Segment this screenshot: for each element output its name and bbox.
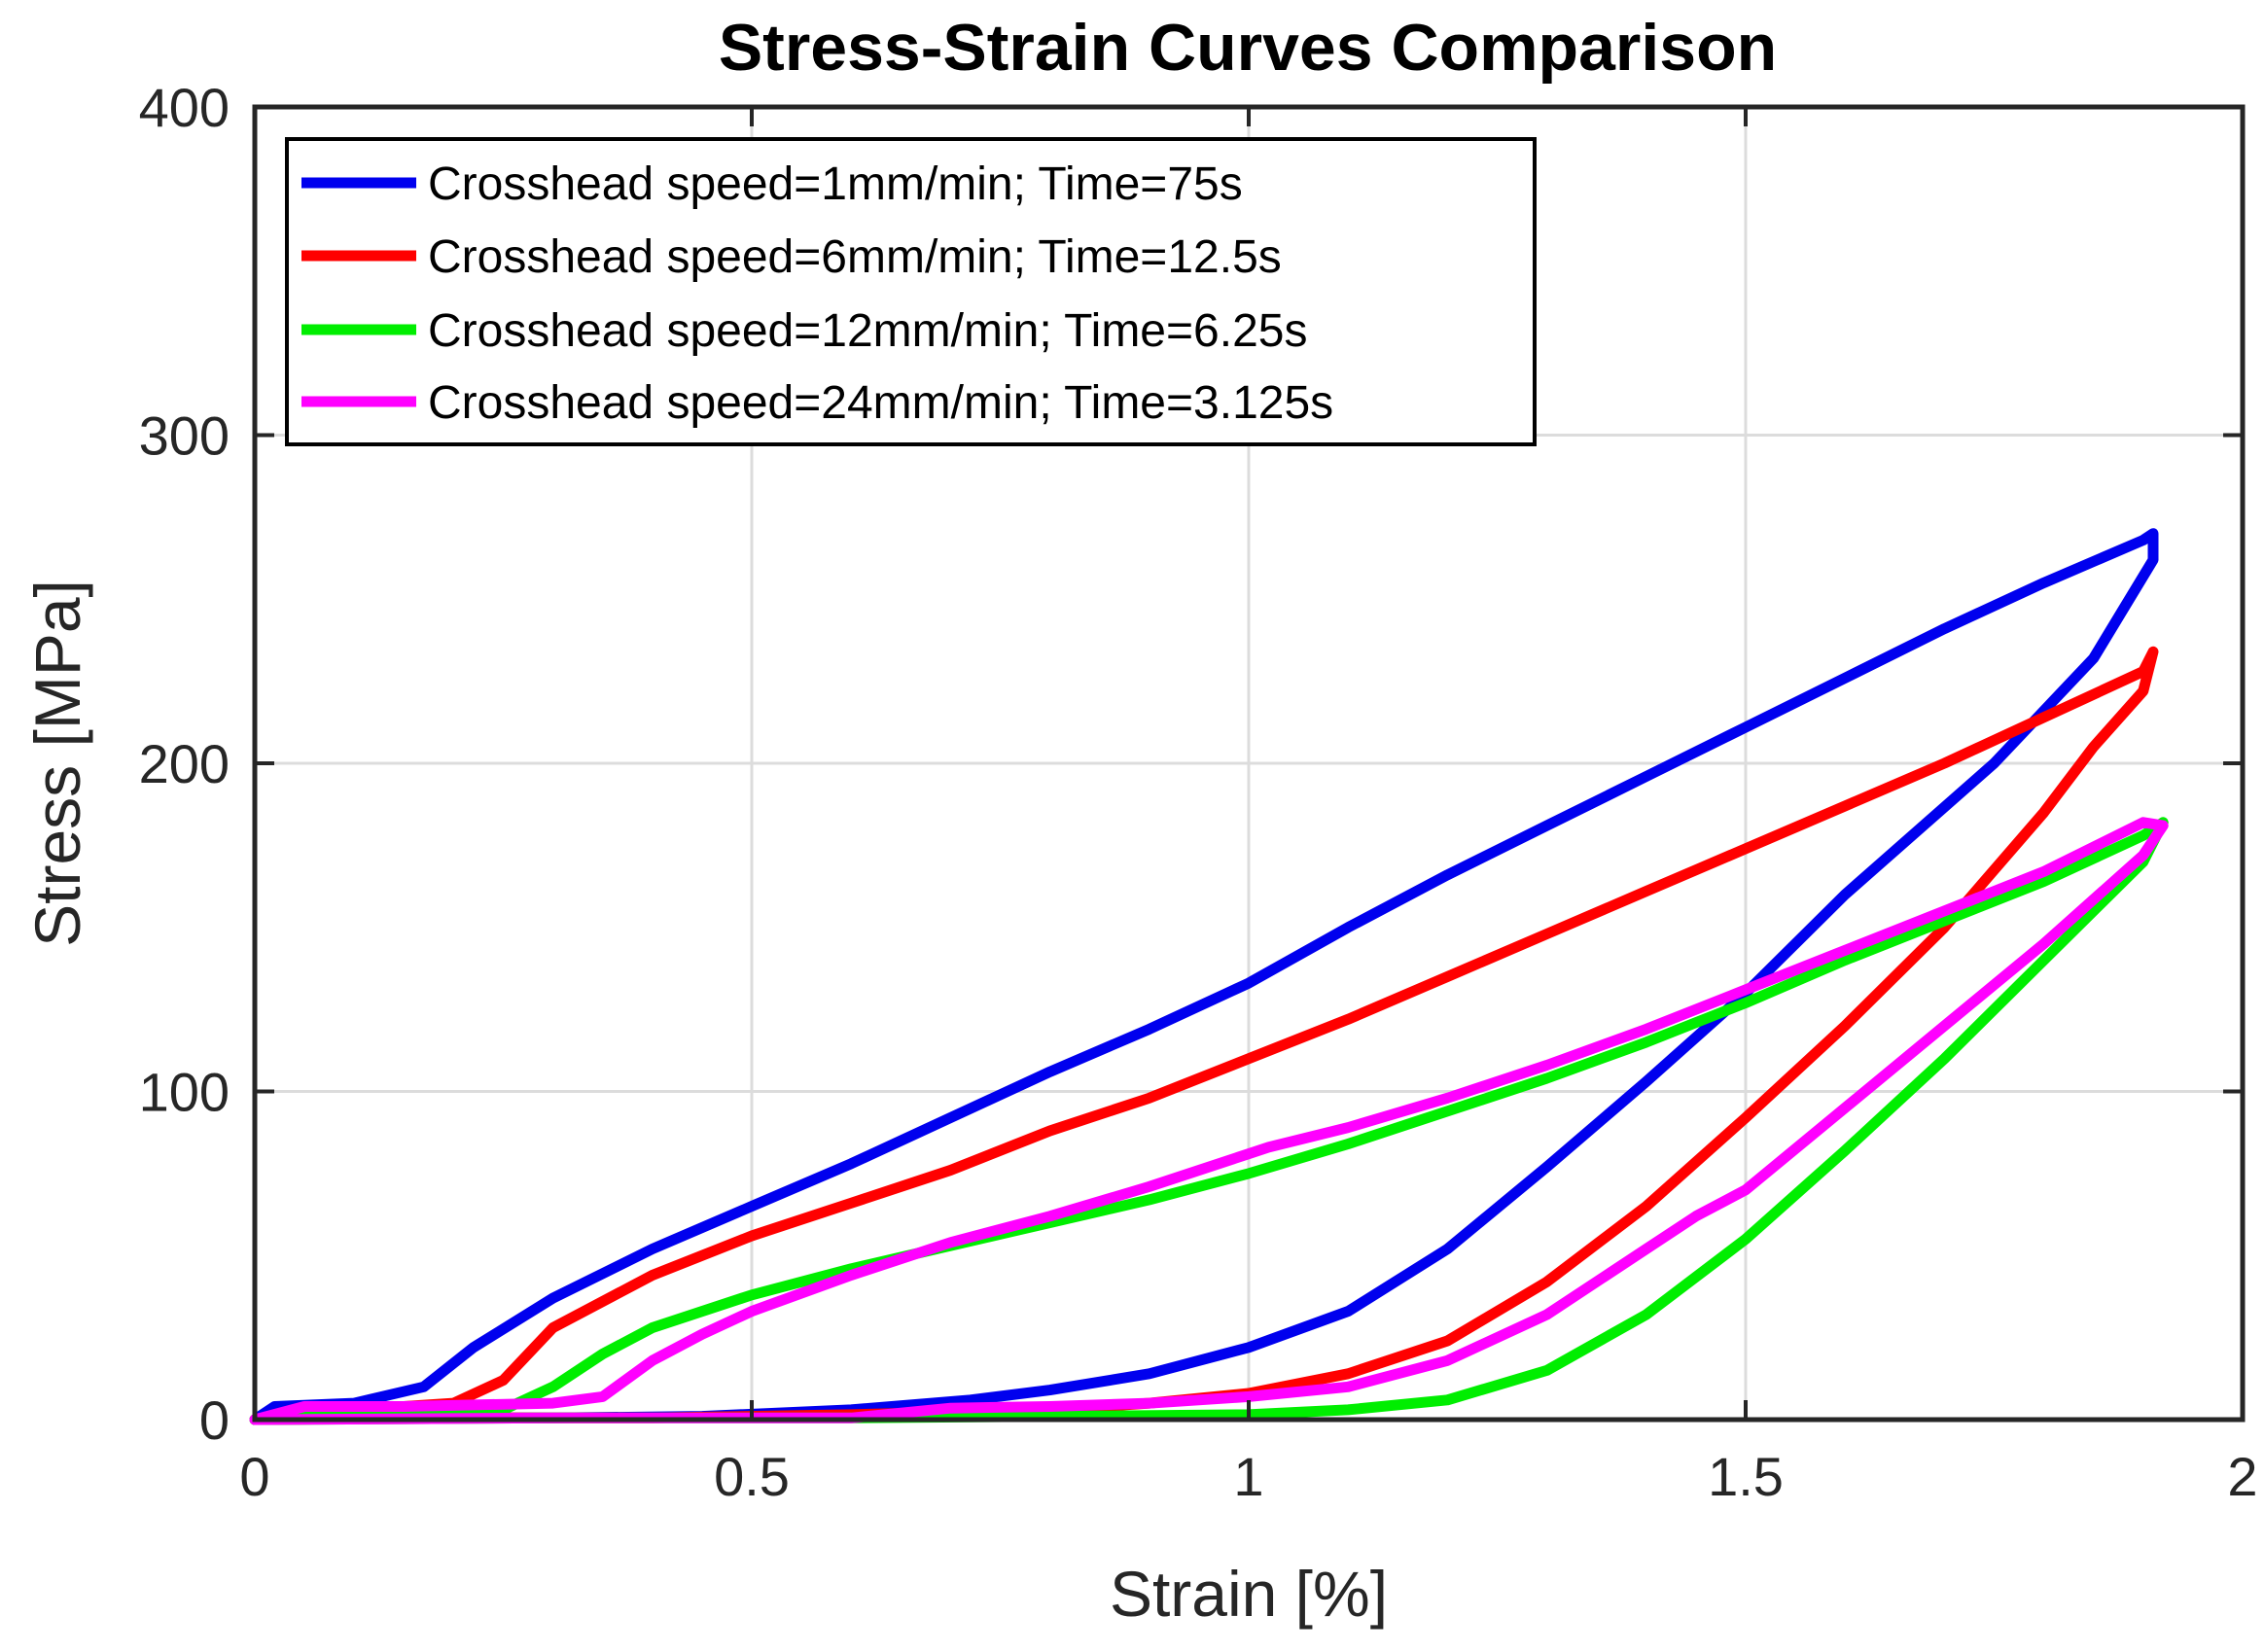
y-tick-label-4: 400 [139,77,230,138]
y-tick-label-1: 100 [139,1062,230,1123]
y-tick-label-2: 200 [139,733,230,794]
x-tick-label-3: 1.5 [1708,1446,1784,1507]
series-lines [249,528,2169,1425]
series-line-2 [249,646,2159,1425]
y-tick-label-0: 0 [199,1389,230,1451]
y-tick-label-3: 300 [139,405,230,467]
axis-ticks [253,105,2245,1422]
legend-entry-2: Crosshead speed=6mm/min; Time=12.5s [428,231,1282,283]
legend-entry-1: Crosshead speed=1mm/min; Time=75s [428,158,1243,210]
x-tick-label-0: 0 [239,1446,269,1507]
series-line-3 [249,817,2169,1425]
y-axis-label: Stress [MPa] [21,580,93,947]
x-tick-labels: 0 0.5 1 1.5 2 [239,1446,2257,1507]
legend-box [285,137,1537,446]
x-tick-label-1: 0.5 [714,1446,790,1507]
legend: Crosshead speed=1mm/min; Time=75s Crosshe… [285,137,1537,446]
y-tick-labels: 0 100 200 300 400 [139,77,230,1451]
series-line-4 [249,817,2169,1425]
x-axis-label: Strain [%] [1110,1558,1388,1630]
x-tick-label-2: 1 [1233,1446,1263,1507]
chart-title: Stress-Strain Curves Comparison [719,11,1777,85]
x-tick-label-4: 2 [2227,1446,2257,1507]
series-line-1 [249,528,2159,1425]
legend-entry-3: Crosshead speed=12mm/min; Time=6.25s [428,305,1307,357]
legend-entry-4: Crosshead speed=24mm/min; Time=3.125s [428,377,1333,429]
